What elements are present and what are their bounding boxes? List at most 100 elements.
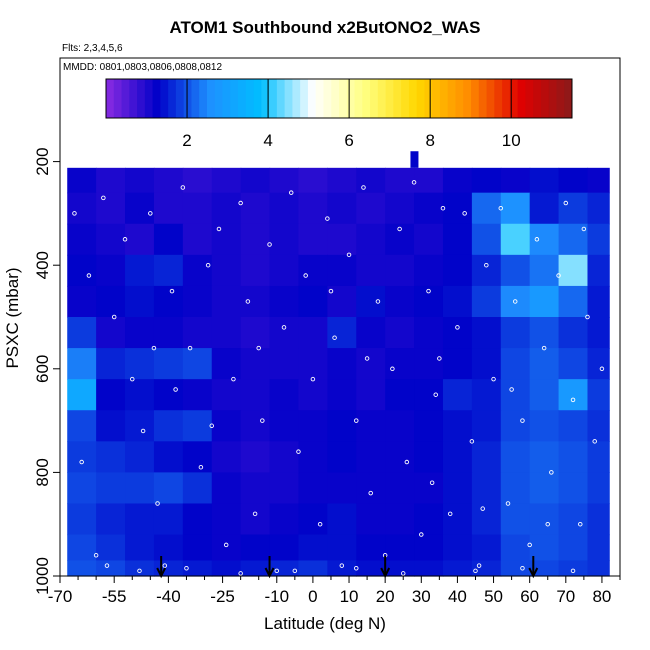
heatmap-cell	[327, 560, 357, 577]
colorbar-segment	[214, 79, 223, 118]
heatmap-cell	[587, 192, 610, 225]
sample-point	[216, 226, 222, 232]
colorbar-segment	[160, 79, 169, 118]
heatmap-cell	[298, 254, 328, 287]
heatmap-cell	[471, 348, 502, 380]
sample-point	[570, 397, 576, 403]
heatmap-cell	[558, 560, 589, 577]
colorbar-segment	[447, 79, 456, 118]
heatmap-cell	[125, 348, 155, 380]
y-tick-label: 200	[33, 147, 52, 175]
heatmap-cell	[96, 317, 126, 349]
sample-point	[72, 211, 77, 216]
colorbar-segment	[424, 79, 433, 118]
colorbar-segment	[362, 79, 371, 118]
heatmap-cell	[558, 379, 589, 411]
heatmap-cell	[125, 192, 155, 225]
heatmap-cell	[67, 441, 97, 473]
heatmap-cell	[587, 379, 610, 411]
heatmap-cell	[269, 472, 300, 505]
heatmap-cell	[529, 379, 560, 411]
flight-arrow-head	[380, 567, 391, 579]
heatmap-cell	[414, 534, 444, 562]
heatmap-cell	[125, 254, 155, 287]
sample-point	[411, 180, 417, 185]
heatmap-cell	[558, 348, 589, 380]
heatmap-cell	[182, 167, 213, 194]
heatmap-cell	[153, 348, 184, 380]
heatmap-cell	[240, 167, 271, 194]
heatmap-cell	[471, 472, 502, 505]
sample-point	[267, 242, 272, 247]
heatmap-cell	[298, 192, 328, 225]
colorbar-segment	[564, 79, 573, 118]
heatmap-cell	[269, 223, 300, 256]
heatmap-cell	[327, 472, 357, 505]
heatmap-cell	[240, 254, 271, 287]
sample-point	[101, 195, 106, 201]
heatmap-cell	[529, 534, 560, 562]
heatmap-cell	[125, 223, 155, 256]
sample-point	[364, 356, 370, 361]
sample-point	[476, 563, 482, 568]
colorbar-segment	[533, 79, 542, 118]
heatmap-cell	[529, 472, 560, 505]
heatmap-cell	[125, 379, 155, 411]
x-tick-label: -25	[210, 587, 235, 606]
chart-title: ATOM1 Southbound x2ButONO2_WAS	[169, 18, 481, 37]
x-tick-label: 0	[308, 587, 317, 606]
heatmap-cell	[125, 503, 155, 536]
x-tick-label: 30	[412, 587, 431, 606]
heatmap-cell	[442, 534, 473, 562]
heatmap-cell	[240, 441, 271, 473]
sample-point	[122, 237, 128, 242]
heatmap-cell	[153, 410, 184, 442]
heatmap-cell	[327, 285, 357, 318]
heatmap-cell	[356, 410, 386, 442]
heatmap-cell	[182, 348, 213, 380]
heatmap-cell	[327, 167, 357, 194]
heatmap-cell	[529, 348, 560, 380]
colorbar-segment	[106, 79, 115, 118]
heatmap-cell	[587, 167, 610, 194]
colorbar-segment	[370, 79, 379, 118]
sample-point	[281, 325, 287, 330]
colorbar-segment	[540, 79, 550, 118]
heatmap-cell	[414, 472, 444, 505]
colorbar-segment	[276, 79, 286, 118]
heatmap-cell	[385, 223, 415, 256]
heatmap-cell	[269, 534, 300, 562]
heatmap-cell	[298, 410, 328, 442]
heatmap-cell	[182, 503, 213, 536]
sample-point	[556, 273, 561, 278]
colorbar-segment	[222, 79, 231, 118]
heatmap-cell	[587, 254, 610, 287]
sample-point	[169, 288, 175, 294]
sample-point	[155, 501, 160, 506]
heatmap-cell	[96, 285, 126, 318]
heatmap-cell	[500, 472, 531, 505]
heatmap-cell	[67, 410, 97, 442]
x-tick-label: 70	[556, 587, 575, 606]
heatmap-cell	[529, 192, 560, 225]
heatmap-cell	[67, 560, 97, 577]
sample-point	[238, 571, 243, 576]
heatmap-cell	[442, 317, 473, 349]
colorbar-segment	[183, 79, 192, 118]
colorbar-segment	[199, 79, 208, 118]
heatmap-cell	[385, 472, 415, 505]
heatmap-cell	[529, 167, 560, 194]
heatmap-cell	[153, 285, 184, 318]
heatmap-cell	[356, 503, 386, 536]
heatmap-cell	[410, 151, 419, 168]
heatmap-cell	[442, 223, 473, 256]
heatmap-cell	[471, 285, 502, 318]
heatmap-cell	[500, 254, 531, 287]
colorbar-border	[105, 78, 573, 119]
sample-point	[111, 314, 117, 320]
sample-point	[368, 490, 373, 496]
heatmap-cell	[356, 560, 386, 577]
heatmap-cell	[125, 560, 155, 577]
heatmap-cell	[298, 534, 328, 562]
heatmap-cell	[269, 503, 300, 536]
